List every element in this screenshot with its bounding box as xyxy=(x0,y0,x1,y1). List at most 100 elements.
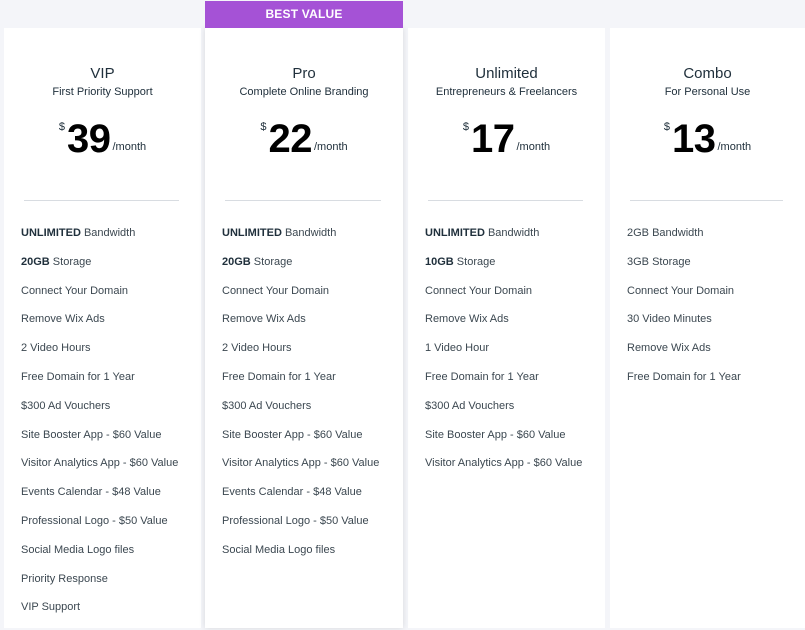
price: $22/month xyxy=(205,116,403,162)
feature-text: 1 Video Hour xyxy=(425,342,490,355)
feature-text: Site Booster App - $60 Value xyxy=(222,428,363,441)
feature-highlight: UNLIMITED xyxy=(222,227,282,239)
price: $39/month xyxy=(4,116,201,162)
feature-item: 2GB Bandwidth xyxy=(627,227,805,256)
feature-item: Professional Logo - $50 Value xyxy=(21,515,201,544)
feature-item: $300 Ad Vouchers xyxy=(425,400,605,429)
feature-item: 30 Video Minutes xyxy=(627,313,805,342)
feature-text: Free Domain for 1 Year xyxy=(222,370,336,383)
feature-text: Visitor Analytics App - $60 Value xyxy=(21,457,179,470)
feature-text: Professional Logo - $50 Value xyxy=(222,514,369,527)
feature-item: Social Media Logo files xyxy=(21,544,201,573)
price-currency: $ xyxy=(663,121,670,133)
feature-list: UNLIMITED Bandwidth 20GB Storage Connect Y… xyxy=(222,227,403,573)
feature-text: $300 Ad Vouchers xyxy=(425,399,515,412)
feature-text: Visitor Analytics App - $60 Value xyxy=(425,457,583,470)
feature-item: Social Media Logo files xyxy=(222,544,403,573)
plan-card-combo: Combo For Personal Use $13/month 2GB Bandwi… xyxy=(610,28,805,628)
feature-text: Storage xyxy=(250,255,293,268)
feature-item: Professional Logo - $50 Value xyxy=(222,515,403,544)
price-currency: $ xyxy=(462,121,469,133)
price-period: /month xyxy=(516,141,551,153)
feature-text: Social Media Logo files xyxy=(21,543,135,556)
feature-list: 2GB Bandwidth 3GB Storage Connect Your Dom… xyxy=(627,227,805,400)
feature-item: Events Calendar - $48 Value xyxy=(21,486,201,515)
divider xyxy=(428,200,583,201)
feature-item: Free Domain for 1 Year xyxy=(425,371,605,400)
price: $13/month xyxy=(610,116,805,162)
feature-item: UNLIMITED Bandwidth xyxy=(21,227,201,256)
price-amount: 39 xyxy=(66,117,111,161)
divider xyxy=(225,200,381,201)
feature-text: Events Calendar - $48 Value xyxy=(21,486,161,499)
feature-item: Remove Wix Ads xyxy=(627,342,805,371)
plan-tagline: For Personal Use xyxy=(664,86,751,98)
feature-item: Visitor Analytics App - $60 Value xyxy=(21,457,201,486)
feature-item: Free Domain for 1 Year xyxy=(21,371,201,400)
feature-highlight: UNLIMITED xyxy=(21,227,81,239)
feature-text: Social Media Logo files xyxy=(222,543,336,556)
best-value-ribbon: BEST VALUE xyxy=(205,1,403,28)
divider xyxy=(630,200,783,201)
feature-highlight: 10GB xyxy=(425,255,454,268)
feature-text: Connect Your Domain xyxy=(21,284,129,297)
feature-text: Connect Your Domain xyxy=(627,284,735,297)
price-amount: 17 xyxy=(470,117,515,161)
feature-item: 10GB Storage xyxy=(425,256,605,285)
feature-text: Remove Wix Ads xyxy=(21,313,105,326)
plan-tagline: Entrepreneurs & Freelancers xyxy=(435,86,578,98)
feature-item: 2 Video Hours xyxy=(222,342,403,371)
feature-highlight: UNLIMITED xyxy=(425,227,485,239)
feature-item: Connect Your Domain xyxy=(21,285,201,314)
plan-card-unlimited: Unlimited Entrepreneurs & Freelancers $17/… xyxy=(408,28,605,628)
feature-text: Connect Your Domain xyxy=(222,284,330,297)
feature-highlight: 20GB xyxy=(222,255,251,268)
feature-item: VIP Support xyxy=(21,601,201,630)
feature-item: Priority Response xyxy=(21,573,201,602)
feature-text: Bandwidth xyxy=(484,227,540,239)
feature-text: Connect Your Domain xyxy=(425,284,533,297)
plan-name: Pro xyxy=(292,65,316,82)
price-period: /month xyxy=(313,141,348,153)
feature-text: $300 Ad Vouchers xyxy=(21,399,111,412)
price-currency: $ xyxy=(58,121,65,133)
divider xyxy=(24,200,179,201)
feature-item: Remove Wix Ads xyxy=(222,313,403,342)
feature-item: Connect Your Domain xyxy=(425,285,605,314)
feature-text: Free Domain for 1 Year xyxy=(425,370,539,383)
feature-text: Bandwidth xyxy=(281,227,337,239)
feature-item: 20GB Storage xyxy=(21,256,201,285)
feature-item: Events Calendar - $48 Value xyxy=(222,486,403,515)
feature-text: Remove Wix Ads xyxy=(627,342,711,355)
plan-name: VIP xyxy=(90,65,115,82)
feature-text: 30 Video Minutes xyxy=(627,313,712,326)
price: $17/month xyxy=(408,116,605,162)
feature-text: Storage xyxy=(453,255,496,268)
feature-item: Visitor Analytics App - $60 Value xyxy=(425,457,605,486)
plan-tagline: First Priority Support xyxy=(52,86,153,98)
feature-item: $300 Ad Vouchers xyxy=(21,400,201,429)
feature-list: UNLIMITED Bandwidth 10GB Storage Connect Y… xyxy=(425,227,605,486)
price-amount: 22 xyxy=(268,117,312,161)
feature-text: Events Calendar - $48 Value xyxy=(222,486,362,499)
feature-text: Site Booster App - $60 Value xyxy=(21,428,162,441)
feature-item: Remove Wix Ads xyxy=(21,313,201,342)
feature-item: Site Booster App - $60 Value xyxy=(21,429,201,458)
feature-text: Site Booster App - $60 Value xyxy=(425,428,566,441)
feature-text: Storage xyxy=(49,255,92,268)
feature-text: Remove Wix Ads xyxy=(425,313,509,326)
feature-text: Free Domain for 1 Year xyxy=(21,370,135,383)
feature-text: Visitor Analytics App - $60 Value xyxy=(222,457,380,470)
plan-name: Combo xyxy=(683,65,732,82)
plan-card-vip: VIP First Priority Support $39/month UNLIMI… xyxy=(4,28,201,628)
feature-item: Free Domain for 1 Year xyxy=(222,371,403,400)
feature-text: Bandwidth xyxy=(80,227,136,239)
feature-item: Remove Wix Ads xyxy=(425,313,605,342)
feature-text: 3GB Storage xyxy=(627,255,691,268)
feature-item: Visitor Analytics App - $60 Value xyxy=(222,457,403,486)
feature-item: Site Booster App - $60 Value xyxy=(425,429,605,458)
feature-item: 2 Video Hours xyxy=(21,342,201,371)
feature-text: Priority Response xyxy=(21,572,108,585)
price-amount: 13 xyxy=(671,117,716,161)
feature-item: Connect Your Domain xyxy=(627,285,805,314)
